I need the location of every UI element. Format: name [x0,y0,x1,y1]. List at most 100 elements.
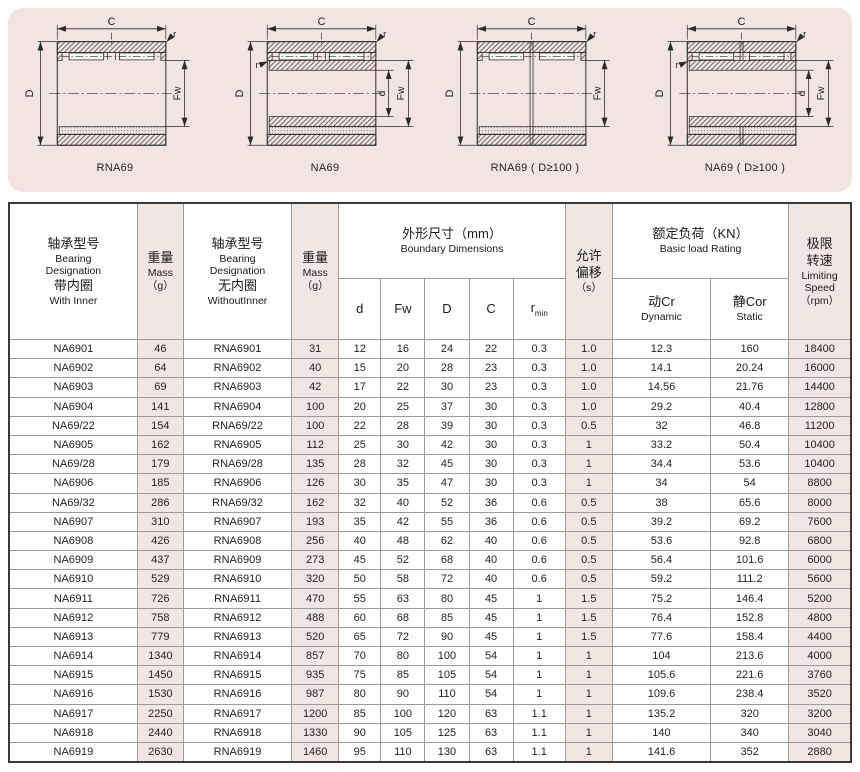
dimension-label: Fw [172,86,183,100]
table-cell: 3200 [788,703,852,724]
table-cell: 53.6 [710,454,790,475]
table-cell: 40 [338,530,382,552]
dimension-label: Fw [816,86,827,100]
table-cell: NA6906 [8,473,138,494]
table-cell: 17 [338,377,382,398]
header-line: With Inner [49,294,98,307]
header-line: （g） [301,279,329,292]
table-cell: RNA6906 [182,473,293,494]
table-cell: 286 [136,492,184,513]
table-cell: 5600 [788,569,852,590]
header-line: Designation [209,265,266,278]
table-cell: 1340 [136,645,184,667]
table-cell: 22 [338,415,382,436]
table-cell: 14.1 [611,358,712,379]
table-cell: RNA6907 [182,511,293,532]
table-cell: 0.3 [512,396,566,417]
table-cell: 72 [380,626,426,648]
header-line: Bearing [219,252,256,265]
table-cell: 68 [380,607,426,628]
table-cell: 63 [468,703,514,724]
table-cell: NA6908 [8,530,138,552]
table-cell: 65 [338,626,382,648]
table-cell: 20.24 [710,358,790,379]
table-cell: 40 [468,569,514,590]
table-cell: 1 [564,665,613,686]
dimension-label: r [675,60,678,70]
table-cell: 42 [424,434,470,456]
table-cell: 154 [136,415,184,436]
table-row: NA6909 437 RNA6909 273 45 52 68 40 0.6 0.5 56.4 101… [8,550,852,571]
table-cell: 112 [291,434,340,456]
header-line: Limiting [801,269,838,282]
figure-caption: RNA69 [96,162,134,174]
table-cell: 65.6 [710,492,790,513]
header-line: Speed [804,282,835,295]
col-header-fw: Fw [380,278,426,340]
table-cell: 0.6 [512,492,566,513]
table-cell: 1.5 [564,588,613,609]
header-line: 重量 [302,250,329,266]
table-cell: 25 [338,434,382,456]
table-cell: 30 [468,396,514,417]
dimension-label: C [528,16,536,28]
col-header-with-inner: 轴承型号 Bearing Designation 带内圈 With Inner [8,202,138,340]
table-cell: NA6902 [8,358,138,379]
table-cell: 179 [136,454,184,475]
table-cell: 54 [710,473,790,494]
header-line: 额定负荷（KN） [652,226,749,242]
dimension-label: D [24,89,36,97]
table-cell: 85 [380,665,426,686]
table-cell: 320 [710,703,790,724]
header-line: 允许 [575,248,602,264]
table-cell: 238.4 [710,684,790,705]
table-cell: 46.8 [710,415,790,436]
table-cell: 92.8 [710,530,790,552]
table-cell: 28 [424,358,470,379]
table-cell: 70 [338,645,382,667]
table-cell: 213.6 [710,645,790,667]
table-cell: 2440 [136,722,184,743]
table-cell: 33.2 [611,434,712,456]
table-cell: 54 [468,684,514,705]
col-header-C: C [468,278,514,340]
table-cell: 29.2 [611,396,712,417]
table-cell: 221.6 [710,665,790,686]
dimension-label: D [654,89,666,97]
table-row: NA6907 310 RNA6907 193 35 42 55 36 0.6 0.5 39.2 69.… [8,511,852,532]
table-cell: 1330 [291,722,340,743]
table-cell: 0.5 [564,492,613,513]
rmin-subscript: min [534,309,548,319]
header-line: 外形尺寸（mm） [402,226,502,242]
table-cell: 45 [424,454,470,475]
table-row: NA6911 726 RNA6911 470 55 63 80 45 1 1.5 75.2 146.4… [8,588,852,609]
table-cell: 75 [338,665,382,686]
table-cell: NA6909 [8,550,138,571]
table-cell: RNA6914 [182,645,293,667]
table-cell: 6800 [788,530,852,552]
dimension-label: C [108,16,116,28]
table-cell: 14.56 [611,377,712,398]
table-row: NA6917 2250 RNA6917 1200 85 100 120 63 1.1 1 135.2… [8,703,852,724]
table-cell: 55 [338,588,382,609]
table-cell: 11200 [788,415,852,436]
table-cell: 1.1 [512,741,566,763]
table-cell: 0.3 [512,434,566,456]
table-cell: 80 [338,684,382,705]
table-cell: NA6918 [8,722,138,743]
table-cell: 0.5 [564,530,613,552]
table-row: NA6901 46 RNA6901 31 12 16 24 22 0.3 1.0 12.3 160 18… [8,338,852,360]
table-cell: NA6911 [8,588,138,609]
table-cell: 110 [424,684,470,705]
table-cell: 1 [564,703,613,724]
table-cell: 2880 [788,741,852,763]
table-cell: 50 [338,569,382,590]
table-cell: 1 [512,665,566,686]
table-cell: 104 [611,645,712,667]
table-row: NA6903 69 RNA6903 42 17 22 30 23 0.3 1.0 14.56 21.7… [8,377,852,398]
table-cell: 95 [338,741,382,763]
table-cell: 779 [136,626,184,648]
header-line: WithoutInner [207,294,268,307]
table-cell: 90 [380,684,426,705]
